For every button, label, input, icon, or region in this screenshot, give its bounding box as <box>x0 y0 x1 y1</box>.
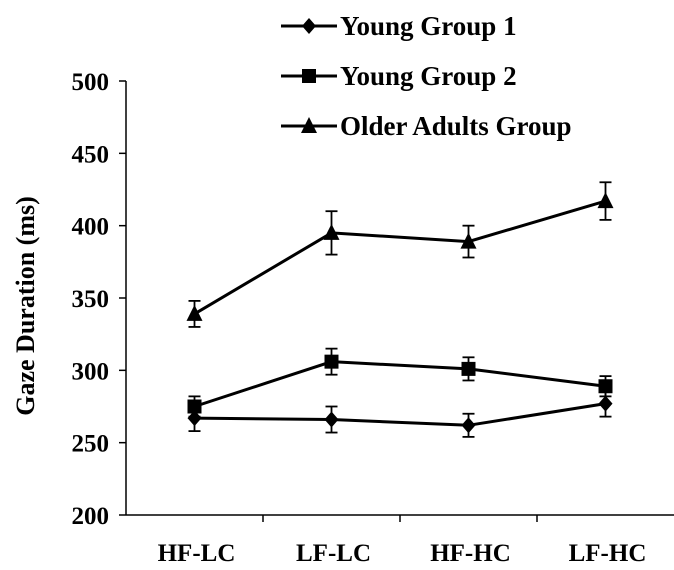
legend: Young Group 1 Young Group 2 Older Adults G… <box>281 11 572 141</box>
series-line <box>193 199 606 316</box>
x-category-label: LF-HC <box>569 540 647 567</box>
triangle-marker <box>460 232 477 249</box>
x-category-label: HF-HC <box>430 540 511 567</box>
diamond-marker <box>324 411 339 428</box>
triangle-marker <box>301 117 317 133</box>
series-layer <box>186 181 614 438</box>
x-axis-categories: HF-LC LF-LC HF-HC LF-HC <box>158 515 647 567</box>
y-tick-label: 200 <box>72 503 110 530</box>
square-marker <box>324 354 339 369</box>
diamond-marker <box>302 18 316 34</box>
y-tick-label: 300 <box>72 358 110 385</box>
y-tick-label: 400 <box>72 214 110 241</box>
legend-item: Young Group 1 <box>281 11 517 41</box>
y-axis-ticks: 200 250 300 350 400 450 500 <box>72 69 126 530</box>
triangle-marker <box>186 304 203 321</box>
diamond-marker <box>461 417 476 434</box>
legend-label: Older Adults Group <box>340 111 572 141</box>
y-tick-label: 500 <box>72 69 110 96</box>
diamond-marker <box>187 410 202 427</box>
x-category-label: HF-LC <box>158 540 236 567</box>
y-tick-label: 450 <box>72 141 110 168</box>
series-line <box>194 360 606 408</box>
series-2 <box>186 181 614 328</box>
legend-item: Young Group 2 <box>281 61 517 91</box>
series-1 <box>187 347 613 418</box>
x-category-label: LF-LC <box>296 540 371 567</box>
y-tick-label: 250 <box>72 431 110 458</box>
square-marker <box>598 379 613 394</box>
y-axis-title: Gaze Duration (ms) <box>11 196 40 416</box>
legend-label: Young Group 2 <box>340 61 517 91</box>
diamond-marker <box>598 395 613 412</box>
square-marker <box>461 361 476 376</box>
series-line <box>194 402 606 427</box>
legend-item: Older Adults Group <box>281 111 572 141</box>
series-0 <box>187 389 613 438</box>
triangle-marker <box>597 192 614 209</box>
triangle-marker <box>323 223 340 240</box>
axes <box>125 81 674 516</box>
square-marker <box>302 69 316 83</box>
legend-label: Young Group 1 <box>340 11 517 41</box>
y-tick-label: 350 <box>72 286 110 313</box>
square-marker <box>187 399 202 414</box>
